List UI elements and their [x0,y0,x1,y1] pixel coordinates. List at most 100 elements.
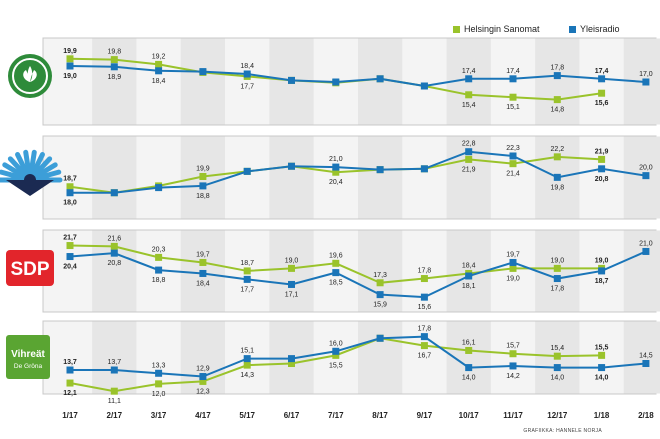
series-line-yle [69,250,647,299]
data-label: 20,0 [639,165,653,172]
data-label: 19,9 [196,165,210,172]
data-label: 19,0 [63,73,77,80]
data-label: 19,2 [152,53,166,60]
data-point-hs [509,93,517,101]
sdp-logo: SDP [6,250,54,286]
data-point-hs [598,155,606,163]
panel-keskusta: 19,9 19,0 19,8 18,9 19,2 18,4 17,7 18,4 15,4 17,4… [42,37,660,126]
data-label: 16,0 [329,340,343,347]
data-label: 18,4 [240,63,254,70]
data-point-yle [509,362,517,370]
vihreat-badge [6,335,50,379]
clover-icon [23,66,37,82]
data-point-yle [465,364,473,372]
keskusta-logo [8,54,52,98]
data-label: 17,7 [240,286,254,293]
column-band [623,321,660,394]
data-label: 20,4 [63,264,77,271]
data-label: 14,2 [506,373,520,380]
data-label: 19,9 [63,48,77,55]
data-label: 18,9 [107,74,121,81]
data-point-yle [110,189,118,197]
data-point-yle [420,293,428,301]
x-tick-label: 3/17 [151,411,167,420]
data-point-yle [288,280,295,288]
data-label: 15,1 [240,348,254,355]
data-point-yle [642,172,650,180]
data-point-hs [66,379,74,387]
data-label: 12,3 [196,388,210,395]
data-point-hs [509,160,517,168]
legend-yle: Yleisradio [569,24,620,34]
data-point-yle [376,166,384,174]
series-line-yle [69,65,646,88]
data-point-yle [110,249,118,257]
data-point-yle [66,253,74,261]
data-point-yle [332,347,340,355]
data-point-yle [332,163,340,171]
vihreat-logo-subtext: De Gröna [14,363,43,370]
column-band [623,230,660,312]
data-label: 20,8 [107,260,121,267]
column-band [269,136,314,219]
data-label: 12,0 [152,391,166,398]
data-point-yle [66,366,74,374]
x-tick-label: 2/18 [638,411,654,420]
data-label: 20,8 [595,176,609,183]
data-point-yle [243,70,251,78]
data-point-hs [465,155,473,163]
data-label: 15,4 [462,102,476,109]
data-label: 21,0 [639,240,653,247]
data-point-yle [376,75,384,83]
data-label: 12,1 [63,390,77,397]
data-point-yle [642,78,650,86]
data-label: 13,7 [107,359,121,366]
data-point-yle [553,275,561,283]
data-label: 17,8 [418,326,432,333]
data-label: 15,7 [506,343,520,350]
data-label: 12,9 [196,366,210,373]
data-label: 18,8 [152,277,166,284]
data-point-hs [332,168,340,176]
data-point-hs [110,387,118,395]
data-point-yle [509,152,517,160]
data-label: 20,4 [329,179,343,186]
data-label: 18,8 [196,193,210,200]
data-label: 14,0 [550,375,564,382]
data-label: 18,7 [595,278,609,285]
legend-hs: Helsingin Sanomat [453,24,540,34]
data-point-yle [509,75,517,83]
data-label: 18,4 [152,78,166,85]
data-point-hs [553,264,561,272]
series-line-yle [70,335,646,378]
data-label: 13,7 [63,359,77,366]
data-label: 20,3 [152,246,166,253]
data-point-hs [243,361,251,369]
data-point-yle [420,82,428,90]
data-label: 17,4 [506,68,520,75]
column-band [535,38,580,125]
x-tick-label: 9/17 [417,411,433,420]
data-label: 18,1 [462,283,476,290]
data-point-hs [465,346,473,354]
data-label: 22,2 [550,146,564,153]
credit: GRAFIIKKA: HANNELE NORJA [523,428,602,434]
data-label: 17,3 [373,272,387,279]
legend-yle-label: Yleisradio [580,24,620,34]
data-label: 15,5 [595,344,609,351]
data-point-yle [642,360,650,367]
data-label: 21,9 [462,166,476,173]
data-point-yle [598,267,606,275]
x-tick-label: 10/17 [459,411,480,420]
data-label: 18,4 [196,280,210,287]
data-point-hs [598,89,606,97]
x-tick-label: 7/17 [328,411,344,420]
data-label: 14,8 [550,107,564,114]
data-label: 22,8 [462,141,476,148]
legend-yle-swatch [569,25,576,33]
data-label: 18,0 [63,200,77,207]
column-band [92,230,137,312]
data-point-hs [199,377,207,385]
flower-base [6,180,54,196]
data-point-yle [332,269,340,277]
